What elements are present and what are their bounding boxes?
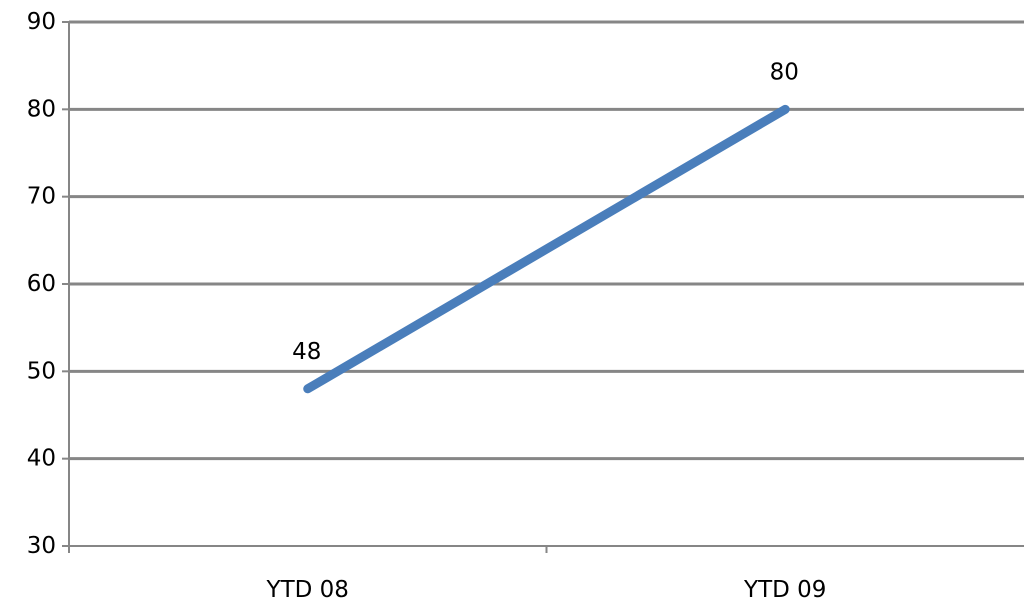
y-tick-label: 90 bbox=[27, 9, 56, 35]
y-axis-tick-labels: 30 40 50 60 70 80 90 bbox=[27, 9, 56, 559]
y-tick-label: 60 bbox=[27, 271, 56, 297]
y-tick-label: 40 bbox=[27, 446, 56, 472]
y-tick-label: 80 bbox=[27, 96, 56, 122]
series-lines bbox=[303, 104, 790, 394]
y-tick-label: 70 bbox=[27, 184, 56, 210]
data-point bbox=[784, 108, 786, 110]
data-labels: 48 80 bbox=[292, 59, 799, 364]
x-tick-label: YTD 08 bbox=[266, 577, 349, 603]
gridlines bbox=[69, 20, 1024, 461]
x-tick-label: YTD 09 bbox=[743, 577, 826, 603]
axes bbox=[62, 21, 1024, 553]
data-label: 48 bbox=[292, 339, 321, 365]
data-label: 80 bbox=[770, 59, 799, 85]
y-tick-label: 30 bbox=[27, 533, 56, 559]
series-line bbox=[303, 104, 790, 394]
y-tick-label: 50 bbox=[27, 358, 56, 384]
x-axis-tick-labels: YTD 08 YTD 09 bbox=[266, 577, 827, 603]
data-point bbox=[307, 388, 309, 390]
